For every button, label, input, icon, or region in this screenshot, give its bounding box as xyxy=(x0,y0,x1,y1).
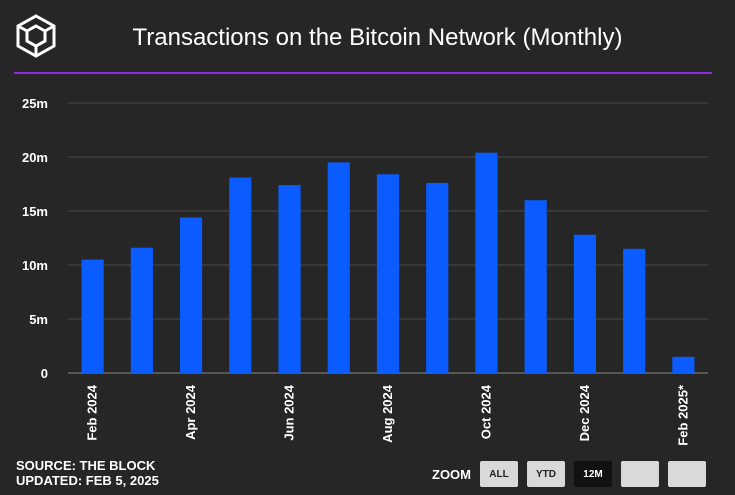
bar[interactable] xyxy=(180,217,203,373)
zoom-all-button[interactable]: ALL xyxy=(480,461,518,487)
y-tick-label: 5m xyxy=(29,312,48,327)
bar[interactable] xyxy=(229,177,252,373)
header-divider xyxy=(14,72,712,74)
bar[interactable] xyxy=(524,200,547,373)
bar[interactable] xyxy=(327,162,350,373)
y-tick-label: 15m xyxy=(22,204,48,219)
chart-title: Transactions on the Bitcoin Network (Mon… xyxy=(132,24,623,51)
x-tick-label: Aug 2024 xyxy=(380,384,395,443)
header: Transactions on the Bitcoin Network (Mon… xyxy=(0,0,735,74)
zoom-ytd-button[interactable]: YTD xyxy=(527,461,565,487)
bar[interactable] xyxy=(475,152,498,373)
zoom-extra-button-2[interactable] xyxy=(668,461,706,487)
bar[interactable] xyxy=(376,174,400,373)
x-tick-label: Feb 2025* xyxy=(675,384,690,446)
bar[interactable] xyxy=(81,259,104,373)
updated-text: UPDATED: FEB 5, 2025 xyxy=(16,473,159,488)
cube-logo-icon xyxy=(16,14,56,58)
x-tick-label: Feb 2024 xyxy=(85,384,100,440)
zoom-label: ZOOM xyxy=(432,466,471,482)
source-text: SOURCE: THE BLOCK xyxy=(16,458,156,473)
bar[interactable] xyxy=(426,182,449,373)
x-tick-label: Oct 2024 xyxy=(478,384,493,439)
zoom-controls: ZOOM ALL YTD 12M xyxy=(432,461,715,487)
bar-chart: 0 5m 10m 15m 20m 25m Feb 2024 Apr 2024 Jun 2024 A… xyxy=(22,96,708,446)
x-tick-label: Jun 2024 xyxy=(282,384,297,440)
y-tick-label: 25m xyxy=(22,96,48,111)
x-tick-label: Dec 2024 xyxy=(577,384,592,441)
x-tick-label: Apr 2024 xyxy=(183,384,198,440)
bar[interactable] xyxy=(130,247,153,373)
bar[interactable] xyxy=(573,234,596,373)
y-tick-label: 0 xyxy=(41,366,48,381)
zoom-extra-button-1[interactable] xyxy=(621,461,659,487)
source-info: SOURCE: THE BLOCK UPDATED: FEB 5, 2025 xyxy=(16,458,159,488)
bar[interactable] xyxy=(278,185,301,373)
zoom-12m-button[interactable]: 12M xyxy=(574,461,612,487)
y-tick-label: 20m xyxy=(22,150,48,165)
y-tick-label: 10m xyxy=(22,258,48,273)
bar[interactable] xyxy=(623,248,646,373)
bar[interactable] xyxy=(672,356,695,373)
